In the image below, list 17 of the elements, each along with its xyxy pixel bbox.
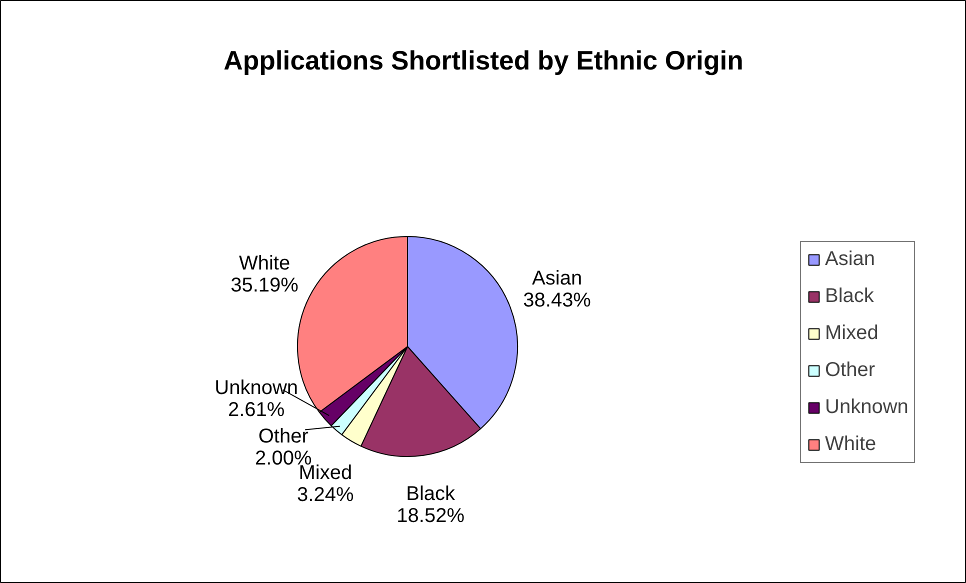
slice-label: Asian bbox=[532, 268, 582, 290]
data-label: 18.52% bbox=[396, 504, 465, 527]
legend-label: Asian bbox=[825, 248, 876, 271]
slice-label: Black bbox=[406, 482, 456, 505]
data-label: 3.24% bbox=[297, 484, 354, 506]
chart-title: Applications Shortlisted by Ethnic Origin bbox=[224, 46, 744, 76]
data-label: 2.61% bbox=[228, 398, 285, 421]
slice-label: Unknown bbox=[214, 376, 298, 399]
legend-label: Other bbox=[825, 359, 876, 382]
legend-label: White bbox=[825, 433, 876, 456]
data-label: 35.19% bbox=[230, 274, 299, 297]
legend-label: Black bbox=[825, 285, 874, 308]
legend-label: Mixed bbox=[825, 322, 878, 345]
data-label: 38.43% bbox=[523, 290, 592, 312]
legend-label: Unknown bbox=[825, 396, 908, 419]
slice-label: Other bbox=[258, 425, 309, 448]
slice-label: White bbox=[238, 252, 290, 275]
